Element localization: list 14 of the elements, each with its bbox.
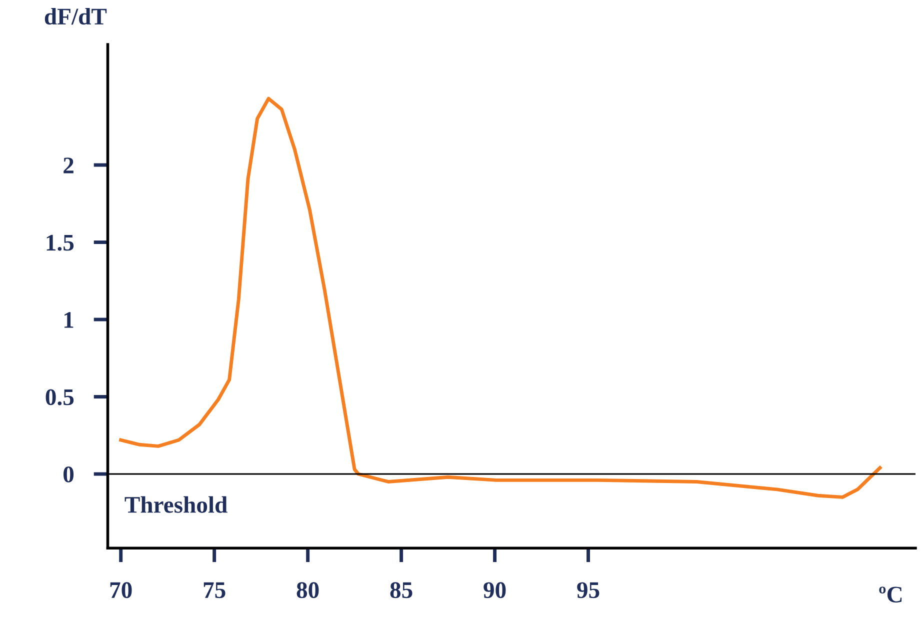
x-axis-title: ºC bbox=[879, 586, 902, 603]
y-tick-label: 2 bbox=[64, 158, 74, 174]
y-tick-label: 1 bbox=[64, 312, 74, 328]
x-tick-label: 80 bbox=[296, 582, 319, 598]
x-tick-label: 85 bbox=[390, 582, 412, 598]
y-tick-label: 0 bbox=[64, 466, 74, 482]
y-axis-title: dF/dT bbox=[44, 8, 107, 25]
x-tick-label: 90 bbox=[484, 582, 506, 598]
y-tick-label: 1.5 bbox=[46, 234, 74, 251]
y-tick-label: 0.5 bbox=[46, 389, 74, 406]
x-tick-label: 70 bbox=[110, 582, 132, 598]
x-tick-label: 95 bbox=[577, 582, 600, 598]
x-tick-label: 75 bbox=[204, 582, 226, 598]
ref-line-label: Threshold bbox=[124, 496, 228, 513]
